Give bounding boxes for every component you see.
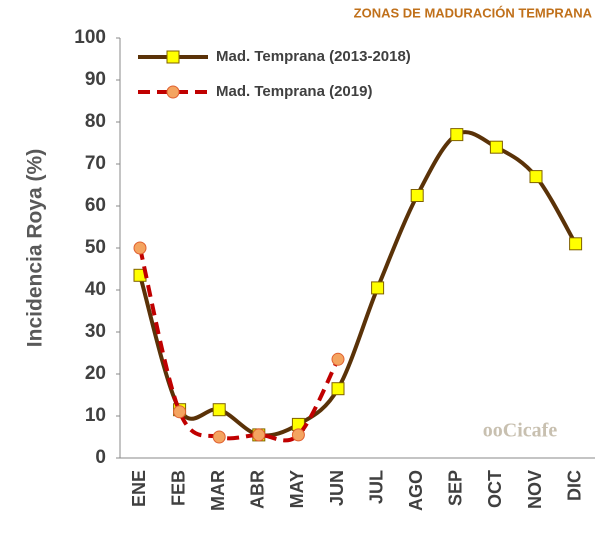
y-tick-label: 90 bbox=[85, 69, 106, 90]
data-point bbox=[212, 430, 226, 444]
data-point bbox=[212, 403, 226, 417]
y-tick-label: 0 bbox=[95, 447, 106, 468]
x-tick-label: JUN bbox=[327, 470, 347, 506]
y-tick-label: 50 bbox=[85, 237, 106, 258]
x-tick-label: MAR bbox=[208, 470, 228, 511]
legend-marker bbox=[166, 50, 180, 64]
data-point bbox=[133, 241, 147, 255]
y-tick-label: 10 bbox=[85, 405, 106, 426]
y-tick-label: 70 bbox=[85, 153, 106, 174]
x-tick-label: ABR bbox=[248, 470, 268, 509]
legend-label: Mad. Temprana (2013-2018) bbox=[216, 48, 411, 65]
y-tick-label: 100 bbox=[74, 27, 106, 48]
x-tick-label: NOV bbox=[525, 470, 545, 509]
x-tick-label: FEB bbox=[168, 470, 188, 506]
y-tick-label: 80 bbox=[85, 111, 106, 132]
legend-marker bbox=[166, 85, 180, 99]
x-tick-label: AGO bbox=[406, 470, 426, 511]
legend-label: Mad. Temprana (2019) bbox=[216, 83, 372, 100]
y-tick-label: 60 bbox=[85, 195, 106, 216]
data-point bbox=[291, 428, 305, 442]
x-tick-label: SEP bbox=[446, 470, 466, 506]
data-point bbox=[252, 428, 266, 442]
series-line bbox=[138, 247, 340, 443]
data-point bbox=[569, 237, 583, 251]
x-tick-label: ENE bbox=[129, 470, 149, 507]
data-point bbox=[450, 128, 464, 142]
y-axis-label: Incidencia Roya (%) bbox=[24, 149, 47, 347]
x-tick-label: JUL bbox=[366, 470, 386, 504]
data-point bbox=[410, 189, 424, 202]
x-tick-label: MAY bbox=[287, 470, 307, 508]
data-point bbox=[371, 281, 385, 295]
y-tick-label: 30 bbox=[85, 321, 106, 342]
watermark: ooCicafe bbox=[483, 420, 558, 442]
data-point bbox=[489, 140, 503, 154]
y-tick-label: 20 bbox=[85, 363, 106, 384]
data-point bbox=[331, 382, 345, 396]
chart-title: ZONAS DE MADURACIÓN TEMPRANA bbox=[354, 5, 593, 20]
y-tick-label: 40 bbox=[85, 279, 106, 300]
series-line bbox=[138, 130, 578, 438]
data-point bbox=[331, 352, 345, 366]
x-tick-label: OCT bbox=[485, 470, 505, 508]
data-point bbox=[173, 405, 187, 419]
x-tick-label: DIC bbox=[564, 470, 584, 501]
data-point bbox=[529, 170, 543, 184]
